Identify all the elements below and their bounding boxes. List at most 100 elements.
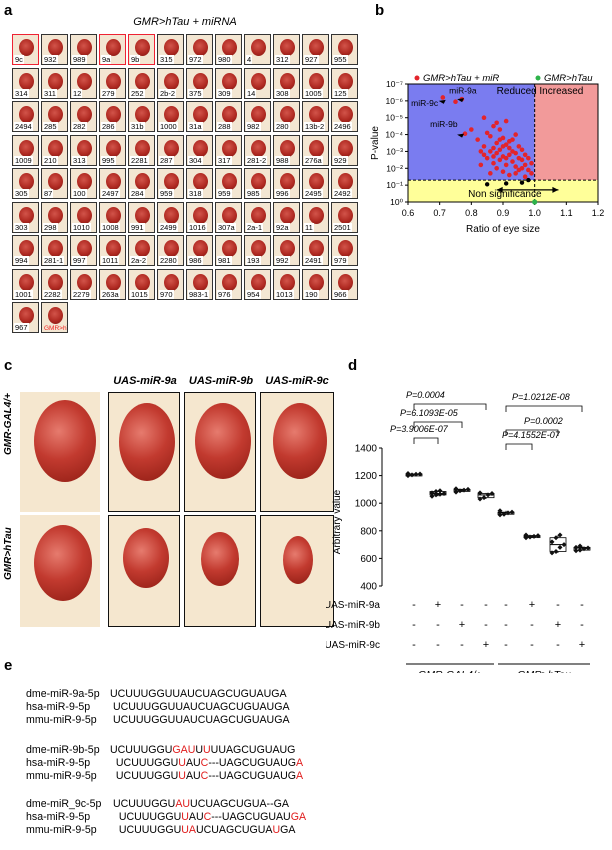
y-tick-label: 600	[360, 554, 377, 565]
alignment-row: dme-miR-9b-5p UCUUUGGUGAUUUUUAGCUGUAUG	[26, 744, 303, 757]
mir-point	[507, 152, 512, 158]
arbitrary-value-boxplot: 1400 1200 1000 800 600 400 Arbitrary value P=0.…	[326, 390, 591, 673]
panel-b-letter: b	[375, 2, 385, 19]
mir-point	[481, 152, 487, 158]
genotype-sign: -	[504, 639, 508, 651]
eye-image	[251, 39, 266, 56]
tile-label: 309	[217, 88, 232, 98]
data-point	[417, 471, 423, 477]
pvalue-label: P=4.1552E-07	[502, 430, 561, 440]
alignment-row: hsa-miR-9-5p UCUUUGGUUAUC---UAGCUGUAUGA	[26, 757, 303, 770]
eye-tile: 1009	[12, 134, 39, 166]
mirna-name: mmu-miR-9-5p	[26, 714, 97, 726]
legend-label-ref: GMR>hTau	[544, 73, 593, 84]
group-label-gal4: GMR-GAL4/+	[418, 669, 482, 673]
annot-arrow-9b	[457, 133, 465, 138]
eye-image	[164, 240, 179, 257]
data-point	[477, 496, 483, 502]
mir-point	[497, 157, 503, 163]
eye-tile: 1005	[302, 67, 329, 99]
legend-dot-ref	[535, 75, 541, 81]
eye-image	[193, 39, 208, 56]
sequence-bases: UCUUUGGU	[110, 798, 176, 810]
alignment-block: dme-miR-9b-5p UCUUUGGUGAUUUUUAGCUGUAUG hsa…	[26, 744, 303, 783]
sequence-bases: UCUUUGGUUAUCUAGCUGUAUGA	[110, 701, 290, 713]
data-point	[437, 488, 443, 494]
pvalue-label: P=6.1093E-05	[400, 408, 459, 418]
black-point	[526, 177, 531, 183]
y-tick-label: 10⁻⁷	[386, 79, 403, 89]
data-point	[505, 510, 511, 516]
mirna-name: dme-miR_9c-5p	[26, 798, 102, 810]
eye-tile: 308	[273, 67, 300, 99]
data-point	[581, 546, 587, 552]
group-label-htau: GMR>hTau	[517, 669, 571, 673]
mir-point	[503, 155, 509, 161]
eye-image	[135, 72, 150, 90]
tile-label: 2b-2	[159, 88, 177, 98]
tile-label: 11	[304, 222, 314, 232]
pvalue-bracket	[505, 429, 559, 436]
tile-label: 982	[246, 122, 261, 131]
mir-point	[488, 171, 493, 176]
black-point	[519, 180, 525, 185]
data-point	[561, 542, 567, 548]
annot-miR-9c: miR-9c	[411, 98, 439, 108]
alignment-row: dme-miR-9a-5p UCUUUGGUUAUCUAGCUGUAUGA	[26, 688, 290, 701]
eye-tile: 2280	[157, 235, 184, 266]
y-tick-label: 10⁻⁵	[386, 113, 403, 123]
mir-point	[497, 127, 503, 132]
tile-label: 976	[217, 289, 232, 299]
non-significance-label: Non significance	[468, 189, 542, 200]
tile-label: 315	[159, 55, 174, 64]
increased-label: Increased	[539, 86, 583, 97]
pvalue-bracket	[505, 405, 583, 412]
eye-tile: 970	[157, 268, 184, 300]
mirna-name: hsa-miR-9-5p	[26, 701, 91, 713]
eye-tile: 312	[273, 34, 300, 65]
y-tick-label: 400	[360, 582, 377, 593]
eye-tile: 9a	[99, 34, 126, 65]
eye-tile: 263a	[99, 268, 126, 300]
tile-label: 285	[43, 122, 58, 131]
sequence-bases: ---UAGCUGUAU	[211, 811, 291, 823]
tile-label: 281-1	[43, 256, 65, 265]
eye-tile: 1015	[128, 268, 155, 300]
tile-label: 2279	[72, 289, 91, 299]
tile-label: GMR>hTau	[44, 325, 67, 332]
mir-point	[462, 131, 468, 137]
panel-a-title: GMR>hTau + miRNA	[133, 16, 237, 28]
sequence-bases: UCUAGCUGUA--GA	[190, 798, 289, 810]
genotype-sign: +	[435, 599, 441, 611]
tile-label: 981	[217, 256, 232, 265]
eye-tile: 11	[302, 201, 329, 233]
sequence-bases: UCUUUGGU	[110, 811, 182, 823]
annot-arrow-9a	[457, 98, 465, 103]
tile-label: 1015	[130, 289, 149, 299]
eye-image	[135, 240, 150, 257]
genotype-row-label: UAS-miR-9a	[326, 600, 380, 611]
tile-label: 305	[14, 189, 29, 198]
eye-image	[280, 273, 295, 291]
data-point	[585, 545, 591, 551]
eye-tile: 193	[244, 235, 271, 266]
pvalue-bracket	[413, 437, 439, 444]
eye-image	[135, 273, 150, 291]
tile-label: 304	[188, 155, 203, 165]
tile-label: 287	[159, 155, 174, 165]
tile-label: 279	[101, 88, 116, 98]
eye-tile: 284	[128, 168, 155, 199]
tile-label: 1008	[101, 222, 120, 232]
eye-tile: 983-1	[186, 268, 213, 300]
eye-image	[106, 173, 121, 190]
y-axis-label: Arbitrary value	[332, 489, 343, 554]
mirna-name: dme-miR-9b-5p	[26, 744, 100, 756]
eye-tile: 2494	[12, 101, 39, 132]
mismatch-bases: U	[272, 824, 281, 836]
mir-point	[513, 150, 518, 156]
eye-image	[48, 273, 63, 291]
eye-image	[164, 139, 179, 157]
mirna-name: mmu-miR-9-5p	[26, 770, 97, 782]
tile-label: 2494	[14, 122, 33, 131]
pvalue-bracket	[505, 443, 533, 450]
